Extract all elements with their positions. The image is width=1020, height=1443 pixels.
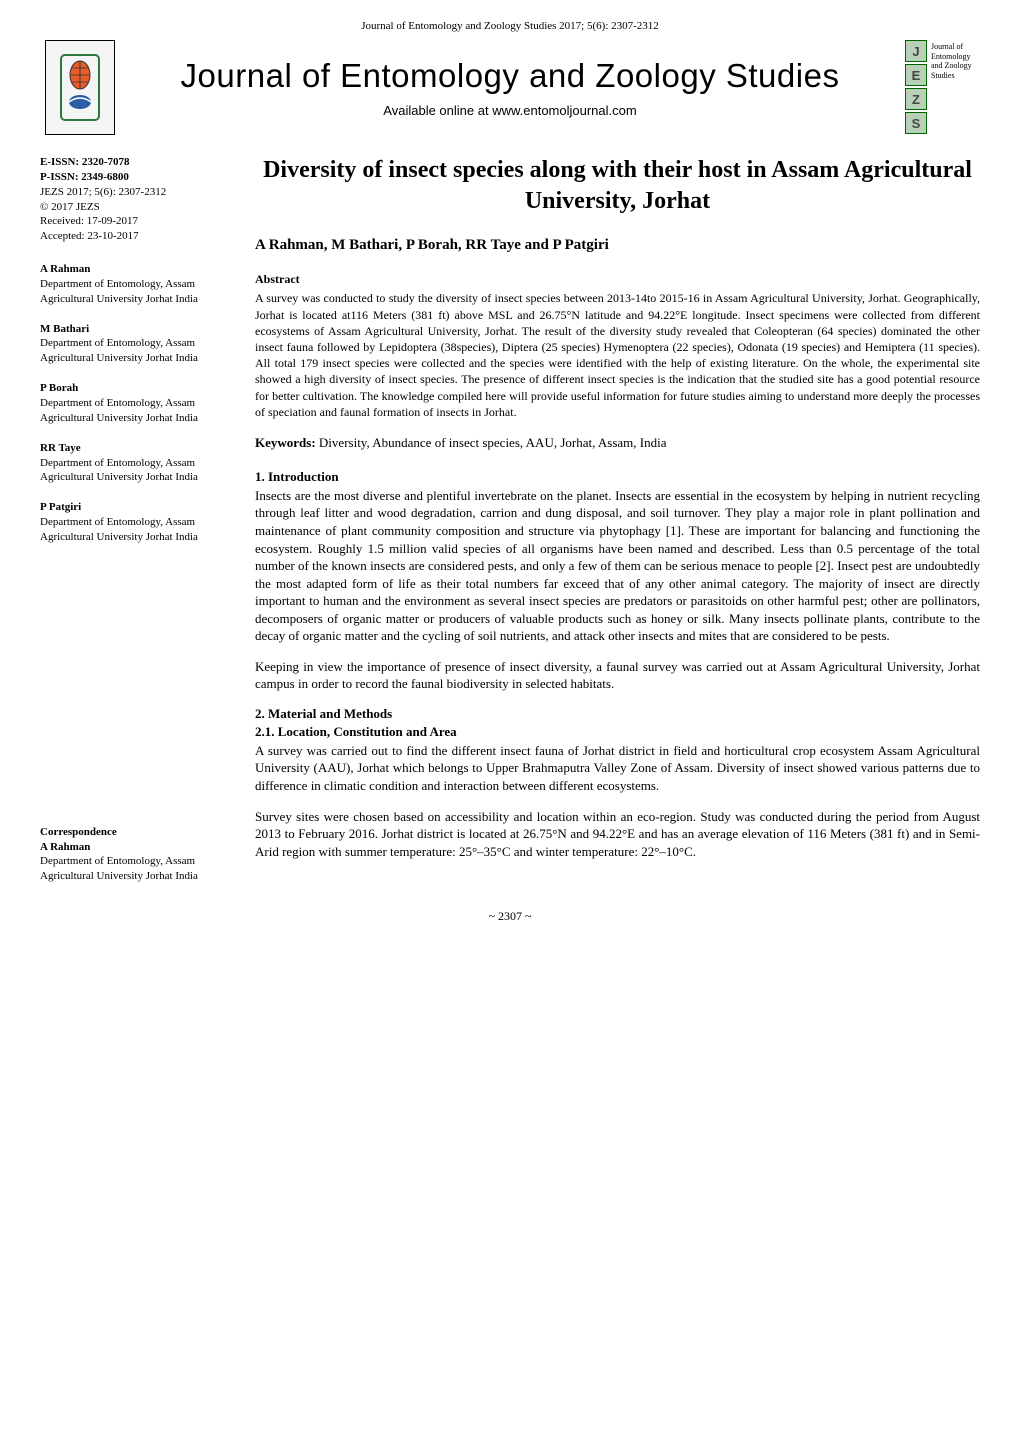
sidebar-author: RR Taye Department of Entomology, Assam … (40, 441, 230, 486)
pissn: P-ISSN: 2349-6800 (40, 170, 230, 185)
intro-paragraph-2: Keeping in view the importance of presen… (255, 658, 980, 693)
methods-paragraph-1: A survey was carried out to find the dif… (255, 742, 980, 795)
subsection-heading-location: 2.1. Location, Constitution and Area (255, 724, 980, 740)
sidebar-author: P Borah Department of Entomology, Assam … (40, 381, 230, 426)
author-affiliation: Department of Entomology, Assam Agricult… (40, 277, 230, 307)
section-heading-intro: 1. Introduction (255, 469, 980, 485)
paper-authors: A Rahman, M Bathari, P Borah, RR Taye an… (255, 237, 980, 254)
author-name: A Rahman (40, 262, 230, 277)
sidebar-author: M Bathari Department of Entomology, Assa… (40, 322, 230, 367)
sidebar-author: P Patgiri Department of Entomology, Assa… (40, 500, 230, 545)
jezs-logo-icon: J Journal of Entomology and Zoology Stud… (905, 40, 975, 135)
author-affiliation: Department of Entomology, Assam Agricult… (40, 515, 230, 545)
jezs-letter-e: E (905, 64, 927, 86)
correspondence-block: Correspondence A Rahman Department of En… (40, 825, 230, 884)
keywords-text: Diversity, Abundance of insect species, … (316, 435, 667, 450)
copyright: © 2017 JEZS (40, 200, 230, 215)
author-affiliation: Department of Entomology, Assam Agricult… (40, 336, 230, 366)
keywords-label: Keywords: (255, 435, 316, 450)
paper-title: Diversity of insect species along with t… (255, 155, 980, 217)
citation: JEZS 2017; 5(6): 2307-2312 (40, 185, 230, 200)
author-affiliation: Department of Entomology, Assam Agricult… (40, 456, 230, 486)
author-name: P Borah (40, 381, 230, 396)
methods-paragraph-2: Survey sites were chosen based on access… (255, 808, 980, 861)
journal-subtitle: Available online at www.entomoljournal.c… (130, 103, 890, 118)
sidebar-author: A Rahman Department of Entomology, Assam… (40, 262, 230, 307)
correspondence-affiliation: Department of Entomology, Assam Agricult… (40, 854, 230, 884)
received-date: Received: 17-09-2017 (40, 214, 230, 229)
jezs-letter-j: J (905, 40, 927, 62)
jezs-letter-z: Z (905, 88, 927, 110)
main-content: Diversity of insect species along with t… (255, 155, 980, 884)
eissn: E-ISSN: 2320-7078 (40, 155, 230, 170)
running-header: Journal of Entomology and Zoology Studie… (40, 20, 980, 32)
jezs-letter-s: S (905, 112, 927, 134)
author-name: P Patgiri (40, 500, 230, 515)
journal-logo-icon (45, 40, 115, 135)
masthead: Journal of Entomology and Zoology Studie… (40, 40, 980, 135)
jezs-logo-text: Journal of Entomology and Zoology Studie… (929, 40, 977, 134)
publication-meta: E-ISSN: 2320-7078 P-ISSN: 2349-6800 JEZS… (40, 155, 230, 244)
abstract-text: A survey was conducted to study the dive… (255, 290, 980, 420)
keywords-line: Keywords: Diversity, Abundance of insect… (255, 435, 980, 451)
correspondence-label: Correspondence (40, 825, 230, 840)
journal-title: Journal of Entomology and Zoology Studie… (130, 57, 890, 95)
abstract-heading: Abstract (255, 272, 980, 287)
content-area: E-ISSN: 2320-7078 P-ISSN: 2349-6800 JEZS… (40, 155, 980, 884)
author-name: M Bathari (40, 322, 230, 337)
journal-title-block: Journal of Entomology and Zoology Studie… (115, 57, 905, 118)
accepted-date: Accepted: 23-10-2017 (40, 229, 230, 244)
author-name: RR Taye (40, 441, 230, 456)
author-affiliation: Department of Entomology, Assam Agricult… (40, 396, 230, 426)
page-number: ~ 2307 ~ (40, 909, 980, 924)
section-heading-methods: 2. Material and Methods (255, 706, 980, 722)
sidebar: E-ISSN: 2320-7078 P-ISSN: 2349-6800 JEZS… (40, 155, 230, 884)
correspondence-name: A Rahman (40, 840, 230, 855)
intro-paragraph-1: Insects are the most diverse and plentif… (255, 487, 980, 645)
